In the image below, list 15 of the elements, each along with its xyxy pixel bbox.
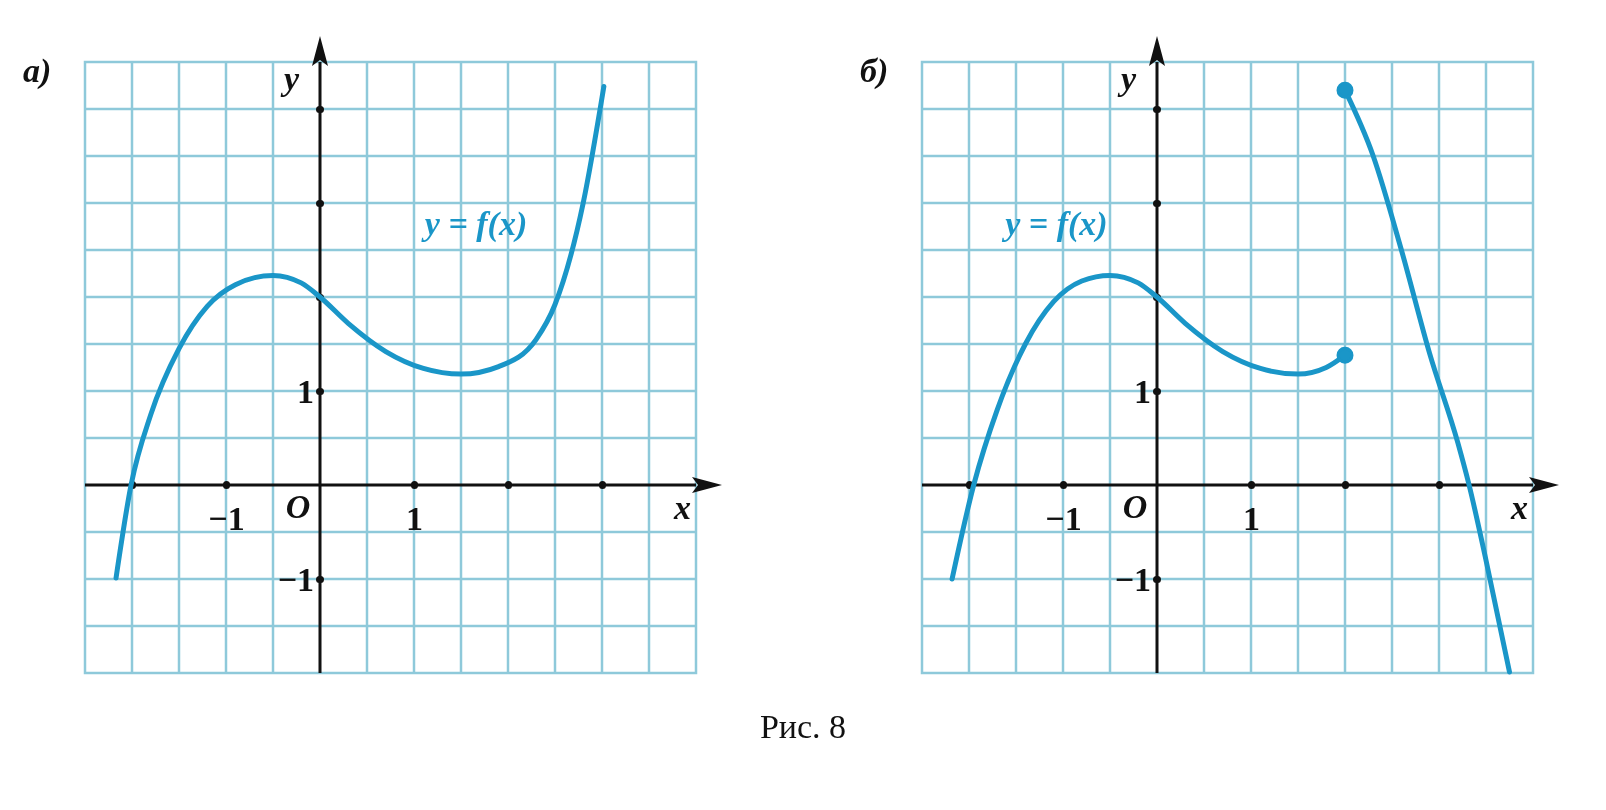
text: Рис. 8 [759, 708, 847, 745]
x-tick-label: −1 [1045, 499, 1082, 537]
chart-title: а) [23, 52, 52, 90]
y-axis-title: y [280, 60, 300, 97]
annotation: y = f(x) [1001, 205, 1108, 244]
x-axis-title: x [673, 489, 691, 526]
x-tick-label: −1 [208, 499, 245, 537]
chart-title: б) [860, 52, 889, 90]
annotation: O [285, 487, 311, 525]
annotation: y = f(x) [420, 205, 528, 244]
x-tick-label: 1 [406, 499, 423, 537]
annotation: O [1122, 487, 1148, 525]
y-axis-title: y [1117, 60, 1137, 97]
x-axis-title: x [1510, 489, 1528, 526]
x-tick-label: 1 [1243, 499, 1260, 537]
